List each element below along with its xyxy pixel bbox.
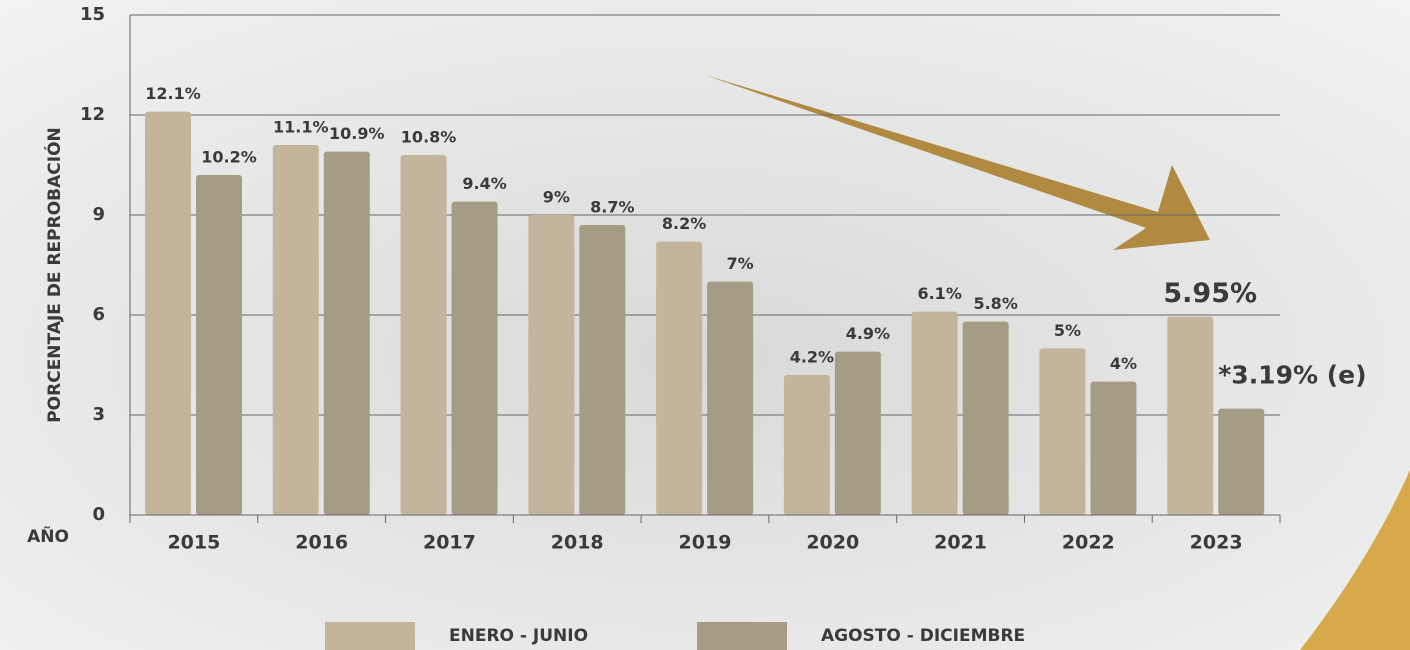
- bar: [784, 375, 830, 515]
- value-label: 5%: [1054, 321, 1081, 340]
- bar: [273, 145, 319, 515]
- bar: [324, 152, 370, 515]
- value-label: 10.8%: [401, 128, 457, 147]
- chart: PORCENTAJE DE REPROBACIÓN AÑO 0 3 6 9 12 15 20…: [0, 0, 1410, 650]
- value-label: 11.1%: [273, 118, 329, 137]
- y-tick-label: 3: [92, 404, 105, 425]
- x-axis-label: AÑO: [27, 524, 69, 547]
- value-label: 9.4%: [462, 174, 506, 193]
- x-tick-label: 2022: [1062, 532, 1115, 554]
- bar: [145, 112, 191, 515]
- value-label: 4.9%: [846, 324, 890, 343]
- value-label: *3.19% (e): [1218, 361, 1366, 390]
- bar: [1218, 409, 1264, 515]
- bar: [912, 312, 958, 515]
- bar: [656, 242, 702, 515]
- value-label: 5.95%: [1163, 278, 1257, 309]
- value-label: 10.9%: [329, 124, 385, 143]
- x-tick-label: 2018: [551, 532, 604, 554]
- legend-swatch: [697, 622, 787, 650]
- bar: [1039, 348, 1085, 515]
- value-label: 12.1%: [145, 84, 201, 103]
- value-label: 8.7%: [590, 198, 634, 217]
- x-tick-label: 2019: [679, 532, 732, 554]
- bar: [1090, 382, 1136, 515]
- value-label: 9%: [543, 188, 570, 207]
- value-label: 5.8%: [973, 294, 1017, 313]
- value-label: 10.2%: [201, 148, 257, 167]
- value-label: 4%: [1110, 354, 1137, 373]
- legend-label: AGOSTO - DICIEMBRE: [821, 626, 1025, 646]
- value-label: 8.2%: [662, 214, 706, 233]
- x-tick-label: 2016: [295, 532, 348, 554]
- y-tick-label: 6: [92, 304, 105, 325]
- y-tick-label: 9: [92, 204, 105, 225]
- value-label: 6.1%: [917, 284, 961, 303]
- bar: [579, 225, 625, 515]
- bar: [196, 175, 242, 515]
- y-tick-label: 15: [80, 4, 105, 25]
- legend-swatch: [325, 622, 415, 650]
- y-axis-label: PORCENTAJE DE REPROBACIÓN: [43, 127, 65, 423]
- bar: [835, 352, 881, 515]
- x-tick-label: 2017: [423, 532, 476, 554]
- bar: [452, 202, 498, 515]
- x-tick-label: 2023: [1190, 532, 1243, 554]
- bar: [401, 155, 447, 515]
- x-tick-label: 2020: [806, 532, 859, 554]
- x-tick-label: 2021: [934, 532, 987, 554]
- x-tick-label: 2015: [167, 532, 220, 554]
- bar: [1167, 317, 1213, 515]
- value-label: 4.2%: [790, 348, 834, 367]
- bar: [963, 322, 1009, 515]
- y-tick-label: 0: [92, 504, 105, 525]
- value-label: 7%: [727, 254, 754, 273]
- bar: [707, 282, 753, 515]
- y-tick-label: 12: [80, 104, 105, 125]
- bar: [528, 215, 574, 515]
- legend-label: ENERO - JUNIO: [449, 626, 588, 646]
